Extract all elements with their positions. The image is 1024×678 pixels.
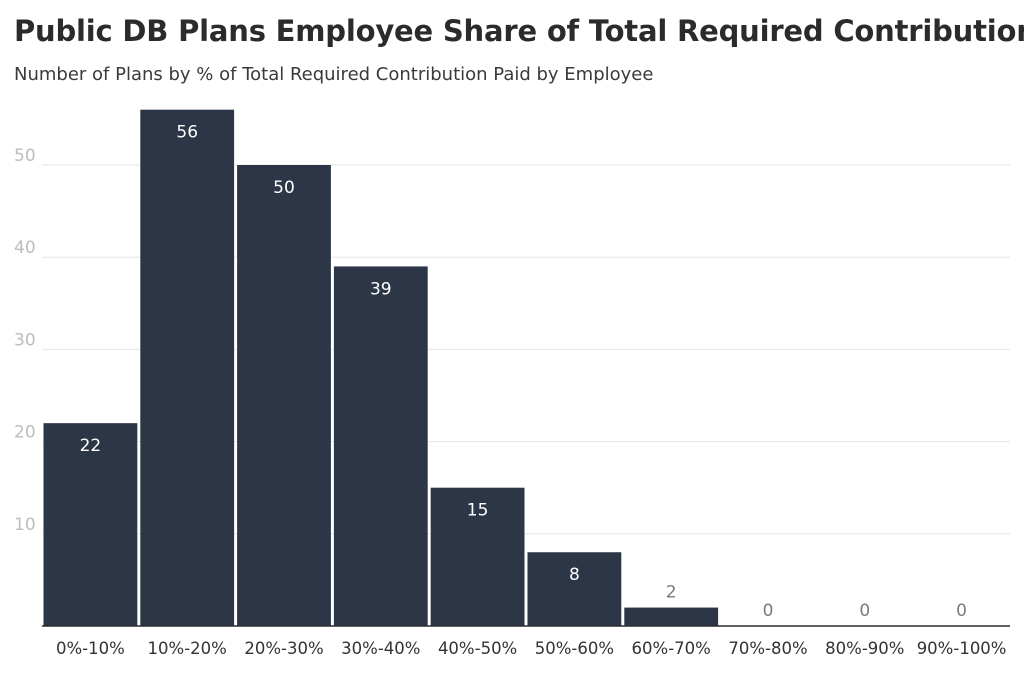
y-tick-label: 40: [14, 238, 36, 258]
data-label: 0: [859, 601, 870, 621]
x-tick-label: 20%-30%: [244, 639, 323, 658]
chart-subtitle: Number of Plans by % of Total Required C…: [14, 64, 654, 85]
x-tick-label: 60%-70%: [632, 639, 711, 658]
data-labels: 22 56 50 39 15 8 2 0 0 0: [80, 123, 967, 621]
bars: [43, 109, 719, 627]
y-tick-label: 20: [14, 423, 36, 443]
x-tick-label: 80%-90%: [825, 639, 904, 658]
bar: [527, 552, 622, 626]
y-axis-ticks: 10 20 30 40 50: [14, 146, 36, 535]
y-tick-label: 30: [14, 330, 36, 350]
data-label: 0: [763, 601, 774, 621]
x-tick-label: 70%-80%: [728, 639, 807, 658]
x-tick-label: 10%-20%: [148, 639, 227, 658]
data-label: 50: [273, 178, 295, 198]
bar: [333, 266, 428, 626]
data-label: 56: [176, 123, 198, 143]
bar: [43, 423, 138, 626]
data-label: 0: [956, 601, 967, 621]
bar: [237, 165, 331, 626]
data-label: 22: [80, 436, 102, 456]
bar: [140, 109, 235, 627]
data-label: 15: [467, 501, 489, 521]
bar: [624, 607, 719, 626]
x-tick-label: 50%-60%: [535, 639, 614, 658]
chart-title: Public DB Plans Employee Share of Total …: [14, 14, 1024, 48]
data-label: 2: [666, 583, 677, 603]
x-tick-label: 0%-10%: [56, 639, 125, 658]
y-tick-label: 10: [14, 515, 36, 535]
x-tick-label: 40%-50%: [438, 639, 517, 658]
y-tick-label: 50: [14, 146, 36, 166]
x-tick-label: 30%-40%: [341, 639, 420, 658]
bar: [430, 487, 525, 626]
x-tick-label: 90%-100%: [917, 639, 1007, 658]
x-axis-ticks: 0%-10% 10%-20% 20%-30% 30%-40% 40%-50% 50%-60…: [56, 639, 1007, 658]
data-label: 8: [569, 565, 580, 585]
data-label: 39: [370, 279, 392, 299]
